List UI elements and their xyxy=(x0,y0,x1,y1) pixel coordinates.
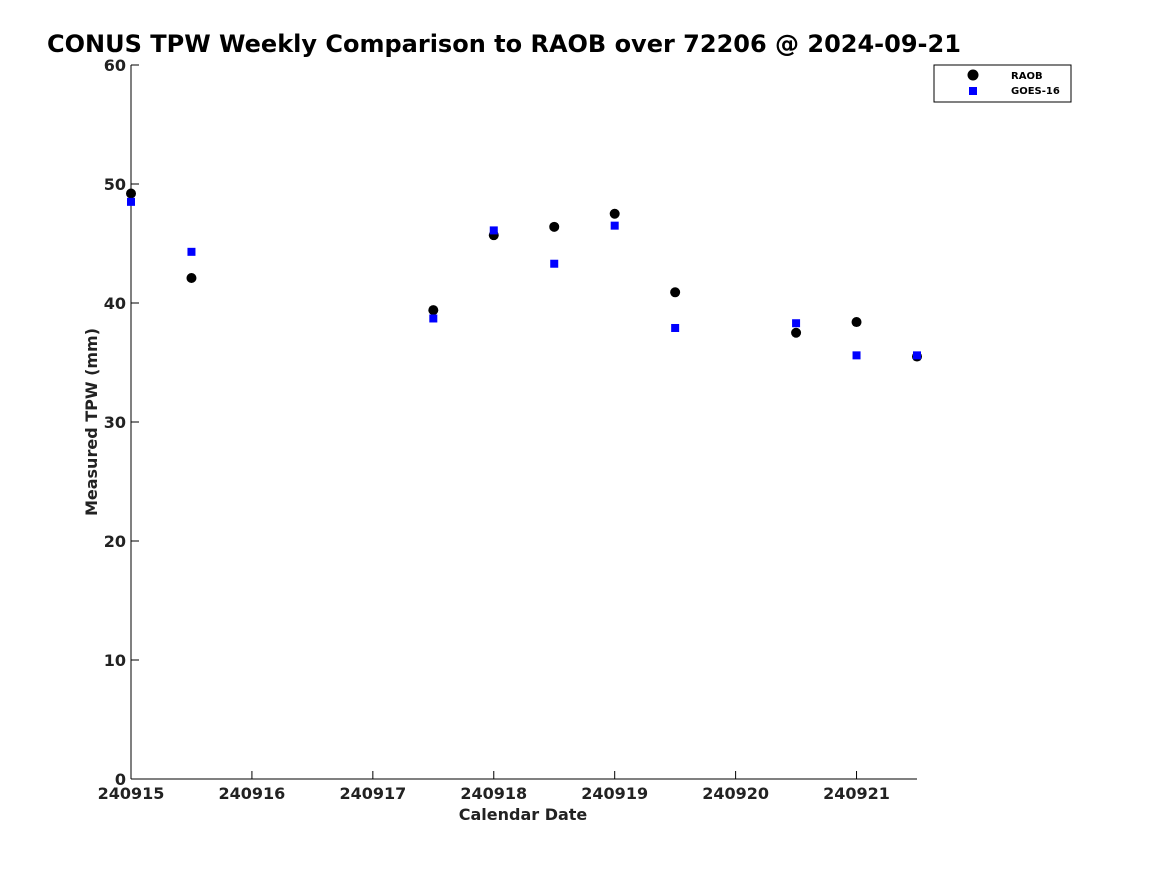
raob-point xyxy=(609,208,620,219)
raob-point xyxy=(670,287,681,298)
data-points xyxy=(126,188,922,362)
y-tick-label: 10 xyxy=(104,651,126,670)
x-ticks: 240915 240916 240917 240918 240919 240920 2409… xyxy=(98,771,890,803)
axes xyxy=(130,65,917,780)
x-tick-label: 240915 xyxy=(98,784,165,803)
legend-goes-marker xyxy=(969,87,977,95)
y-ticks: 0 10 20 30 40 50 60 xyxy=(104,56,139,789)
goes-16-point xyxy=(792,319,801,328)
y-tick-label: 0 xyxy=(115,770,126,789)
x-tick-label: 240920 xyxy=(702,784,769,803)
x-tick-label: 240919 xyxy=(581,784,648,803)
x-axis-label: Calendar Date xyxy=(459,805,588,824)
legend-goes-label: GOES-16 xyxy=(1011,86,1060,97)
y-tick-label: 60 xyxy=(104,56,126,75)
goes-16-point xyxy=(187,247,196,256)
goes-16-point xyxy=(127,197,135,206)
x-tick-label: 240921 xyxy=(823,784,890,803)
raob-point xyxy=(851,317,862,328)
goes-16-point xyxy=(610,221,619,230)
raob-point xyxy=(791,327,802,338)
chart-title: CONUS TPW Weekly Comparison to RAOB over… xyxy=(47,30,961,58)
y-tick-label: 40 xyxy=(104,294,126,313)
goes-16-point xyxy=(429,314,438,323)
x-tick-label: 240918 xyxy=(460,784,527,803)
raob-point xyxy=(428,305,439,316)
x-tick-label: 240916 xyxy=(219,784,286,803)
goes-16-point xyxy=(852,351,861,360)
raob-point xyxy=(549,221,560,232)
raob-point xyxy=(186,273,197,284)
legend: RAOB GOES-16 xyxy=(933,64,1072,103)
x-tick-label: 240917 xyxy=(339,784,406,803)
goes-16-point xyxy=(671,323,680,332)
legend-raob-marker xyxy=(967,69,979,81)
legend-box xyxy=(933,64,1072,103)
y-tick-label: 30 xyxy=(104,413,126,432)
y-axis-label: Measured TPW (mm) xyxy=(82,328,101,516)
legend-raob-label: RAOB xyxy=(1011,71,1043,82)
goes-16-point xyxy=(913,351,921,360)
raob-point xyxy=(126,188,136,199)
goes-16-point xyxy=(489,226,498,235)
goes-16-point xyxy=(550,259,559,268)
y-tick-label: 50 xyxy=(104,175,126,194)
y-tick-label: 20 xyxy=(104,532,126,551)
